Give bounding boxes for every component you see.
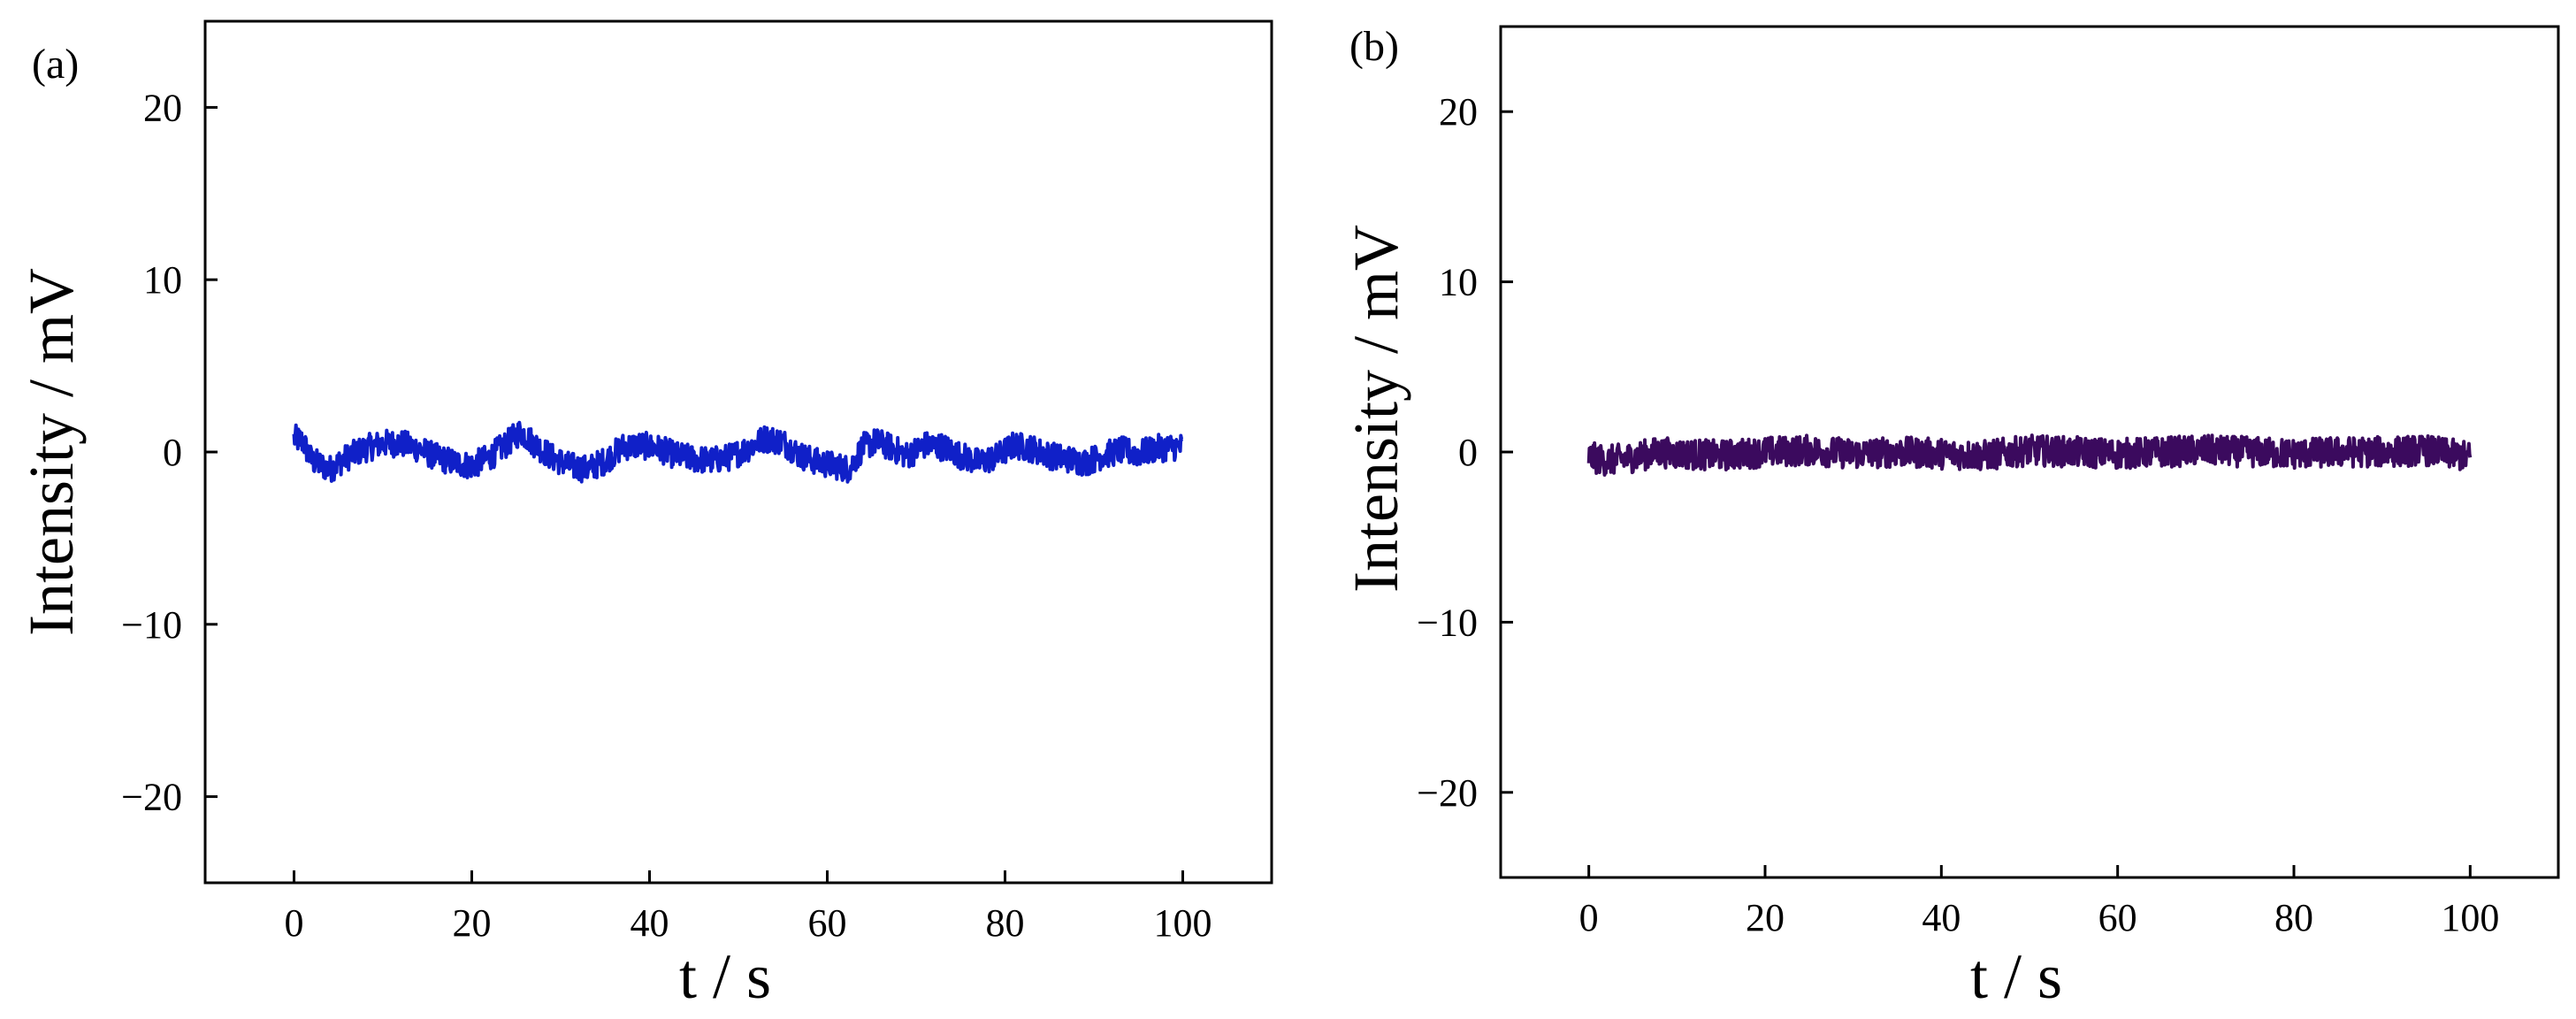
y-axis-title: Intensity / mV	[1341, 225, 1411, 593]
y-tick-label: −20	[121, 776, 182, 819]
x-tick-label: 20	[1746, 896, 1785, 939]
x-tick-label: 60	[2098, 896, 2137, 939]
plot-area	[292, 420, 1184, 484]
x-tick-label: 80	[2274, 896, 2313, 939]
x-axis-title: t / s	[679, 941, 771, 1012]
x-axis-title: t / s	[1970, 941, 2062, 1012]
y-ticks: 20 10 0 −10 −20	[1417, 90, 1513, 815]
y-tick-label: 20	[143, 86, 182, 129]
plot-area	[1586, 433, 2473, 477]
x-tick-label: 20	[453, 901, 492, 945]
panel-label: (b)	[1349, 23, 1399, 70]
x-tick-label: 40	[631, 901, 669, 945]
x-tick-label: 80	[986, 901, 1025, 945]
y-tick-label: −20	[1417, 771, 1478, 815]
x-tick-label: 0	[1579, 896, 1599, 939]
x-tick-label: 40	[1922, 896, 1961, 939]
y-ticks: 20 10 0 −10 −20	[121, 86, 218, 819]
y-tick-label: 0	[163, 431, 182, 474]
series-line	[1586, 433, 2473, 477]
y-tick-label: −10	[121, 603, 182, 647]
y-tick-label: 10	[143, 258, 182, 302]
y-tick-label: −10	[1417, 601, 1478, 644]
x-tick-label: 100	[2441, 896, 2499, 939]
x-tick-label: 0	[285, 901, 304, 945]
panel-a: (a) t / s Intensity / mV 0 20 40 60 80 100 20…	[16, 19, 1273, 1012]
y-tick-label: 20	[1439, 90, 1478, 134]
x-tick-label: 100	[1154, 901, 1212, 945]
x-ticks: 0 20 40 60 80 100	[1579, 865, 2499, 939]
y-tick-label: 10	[1439, 261, 1478, 304]
panel-label: (a)	[32, 41, 79, 88]
y-axis-title: Intensity / mV	[16, 268, 87, 636]
x-tick-label: 60	[808, 901, 847, 945]
panel-b: (b) t / s Intensity / mV 0 20 40 60 80 100 20…	[1341, 23, 2560, 1012]
y-tick-label: 0	[1458, 431, 1478, 474]
x-ticks: 0 20 40 60 80 100	[285, 870, 1212, 945]
series-line	[292, 420, 1184, 484]
